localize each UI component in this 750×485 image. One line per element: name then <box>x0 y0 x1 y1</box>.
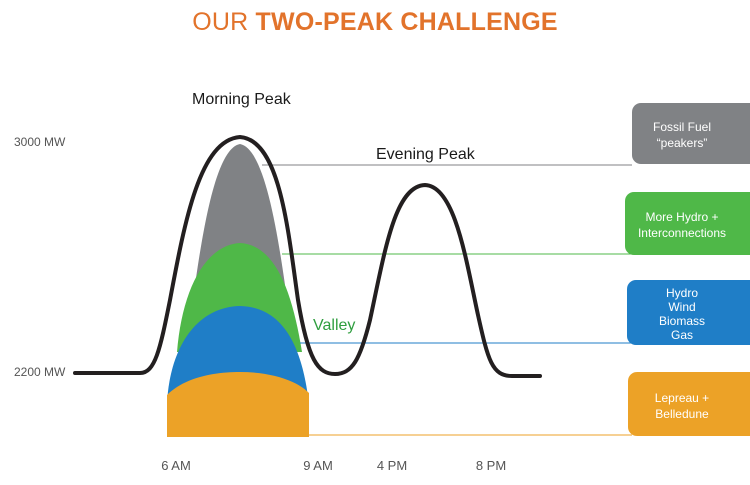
valley-label: Valley <box>313 317 355 334</box>
legend-tab-lepreau-belledune-line1: Lepreau + <box>655 391 709 405</box>
legend-tab-more-hydro-line1: More Hydro + <box>645 210 718 224</box>
y-label-2200: 2200 MW <box>14 365 66 379</box>
demand-curve <box>73 135 542 378</box>
legend-tab-more-hydro: More Hydro + Interconnections <box>625 192 750 255</box>
x-label-6am: 6 AM <box>161 458 191 473</box>
legend-tab-more-hydro-bg <box>625 192 750 255</box>
x-label-8pm: 8 PM <box>476 458 506 473</box>
x-label-9am: 9 AM <box>303 458 333 473</box>
legend-tab-fossil-fuel-line1: Fossil Fuel <box>653 120 711 134</box>
legend-tab-lepreau-belledune-line2: Belledune <box>655 407 709 421</box>
legend-tab-fossil-fuel-line2: “peakers” <box>657 136 708 150</box>
legend-tab-hydro-mix-line2: Wind <box>668 300 695 314</box>
legend-tab-hydro-mix-line1: Hydro <box>666 286 698 300</box>
morning-peak-label: Morning Peak <box>192 91 292 108</box>
title-bold: TWO-PEAK CHALLENGE <box>256 8 558 36</box>
title-regular: OUR <box>192 8 255 36</box>
legend-tab-fossil-fuel: Fossil Fuel “peakers” <box>632 103 750 164</box>
layer-fossil-peakers <box>195 144 285 285</box>
legend-tab-hydro-mix-bg <box>627 280 750 345</box>
legend-tab-hydro-mix: Hydro Wind Biomass Gas <box>627 280 750 345</box>
legend-tab-fossil-fuel-bg <box>632 103 750 164</box>
legend-tab-more-hydro-line2: Interconnections <box>638 226 726 240</box>
page-title: OUR TWO-PEAK CHALLENGE <box>192 8 558 36</box>
legend-tab-hydro-mix-line4: Gas <box>671 328 693 342</box>
legend-tab-lepreau-belledune-bg <box>628 372 750 436</box>
legend-tab-lepreau-belledune: Lepreau + Belledune <box>628 372 750 436</box>
evening-peak-label: Evening Peak <box>376 146 476 163</box>
y-label-3000: 3000 MW <box>14 135 66 149</box>
x-label-4pm: 4 PM <box>377 458 407 473</box>
legend-tab-hydro-mix-line3: Biomass <box>659 314 705 328</box>
layer-lepreau-belledune <box>167 372 309 437</box>
